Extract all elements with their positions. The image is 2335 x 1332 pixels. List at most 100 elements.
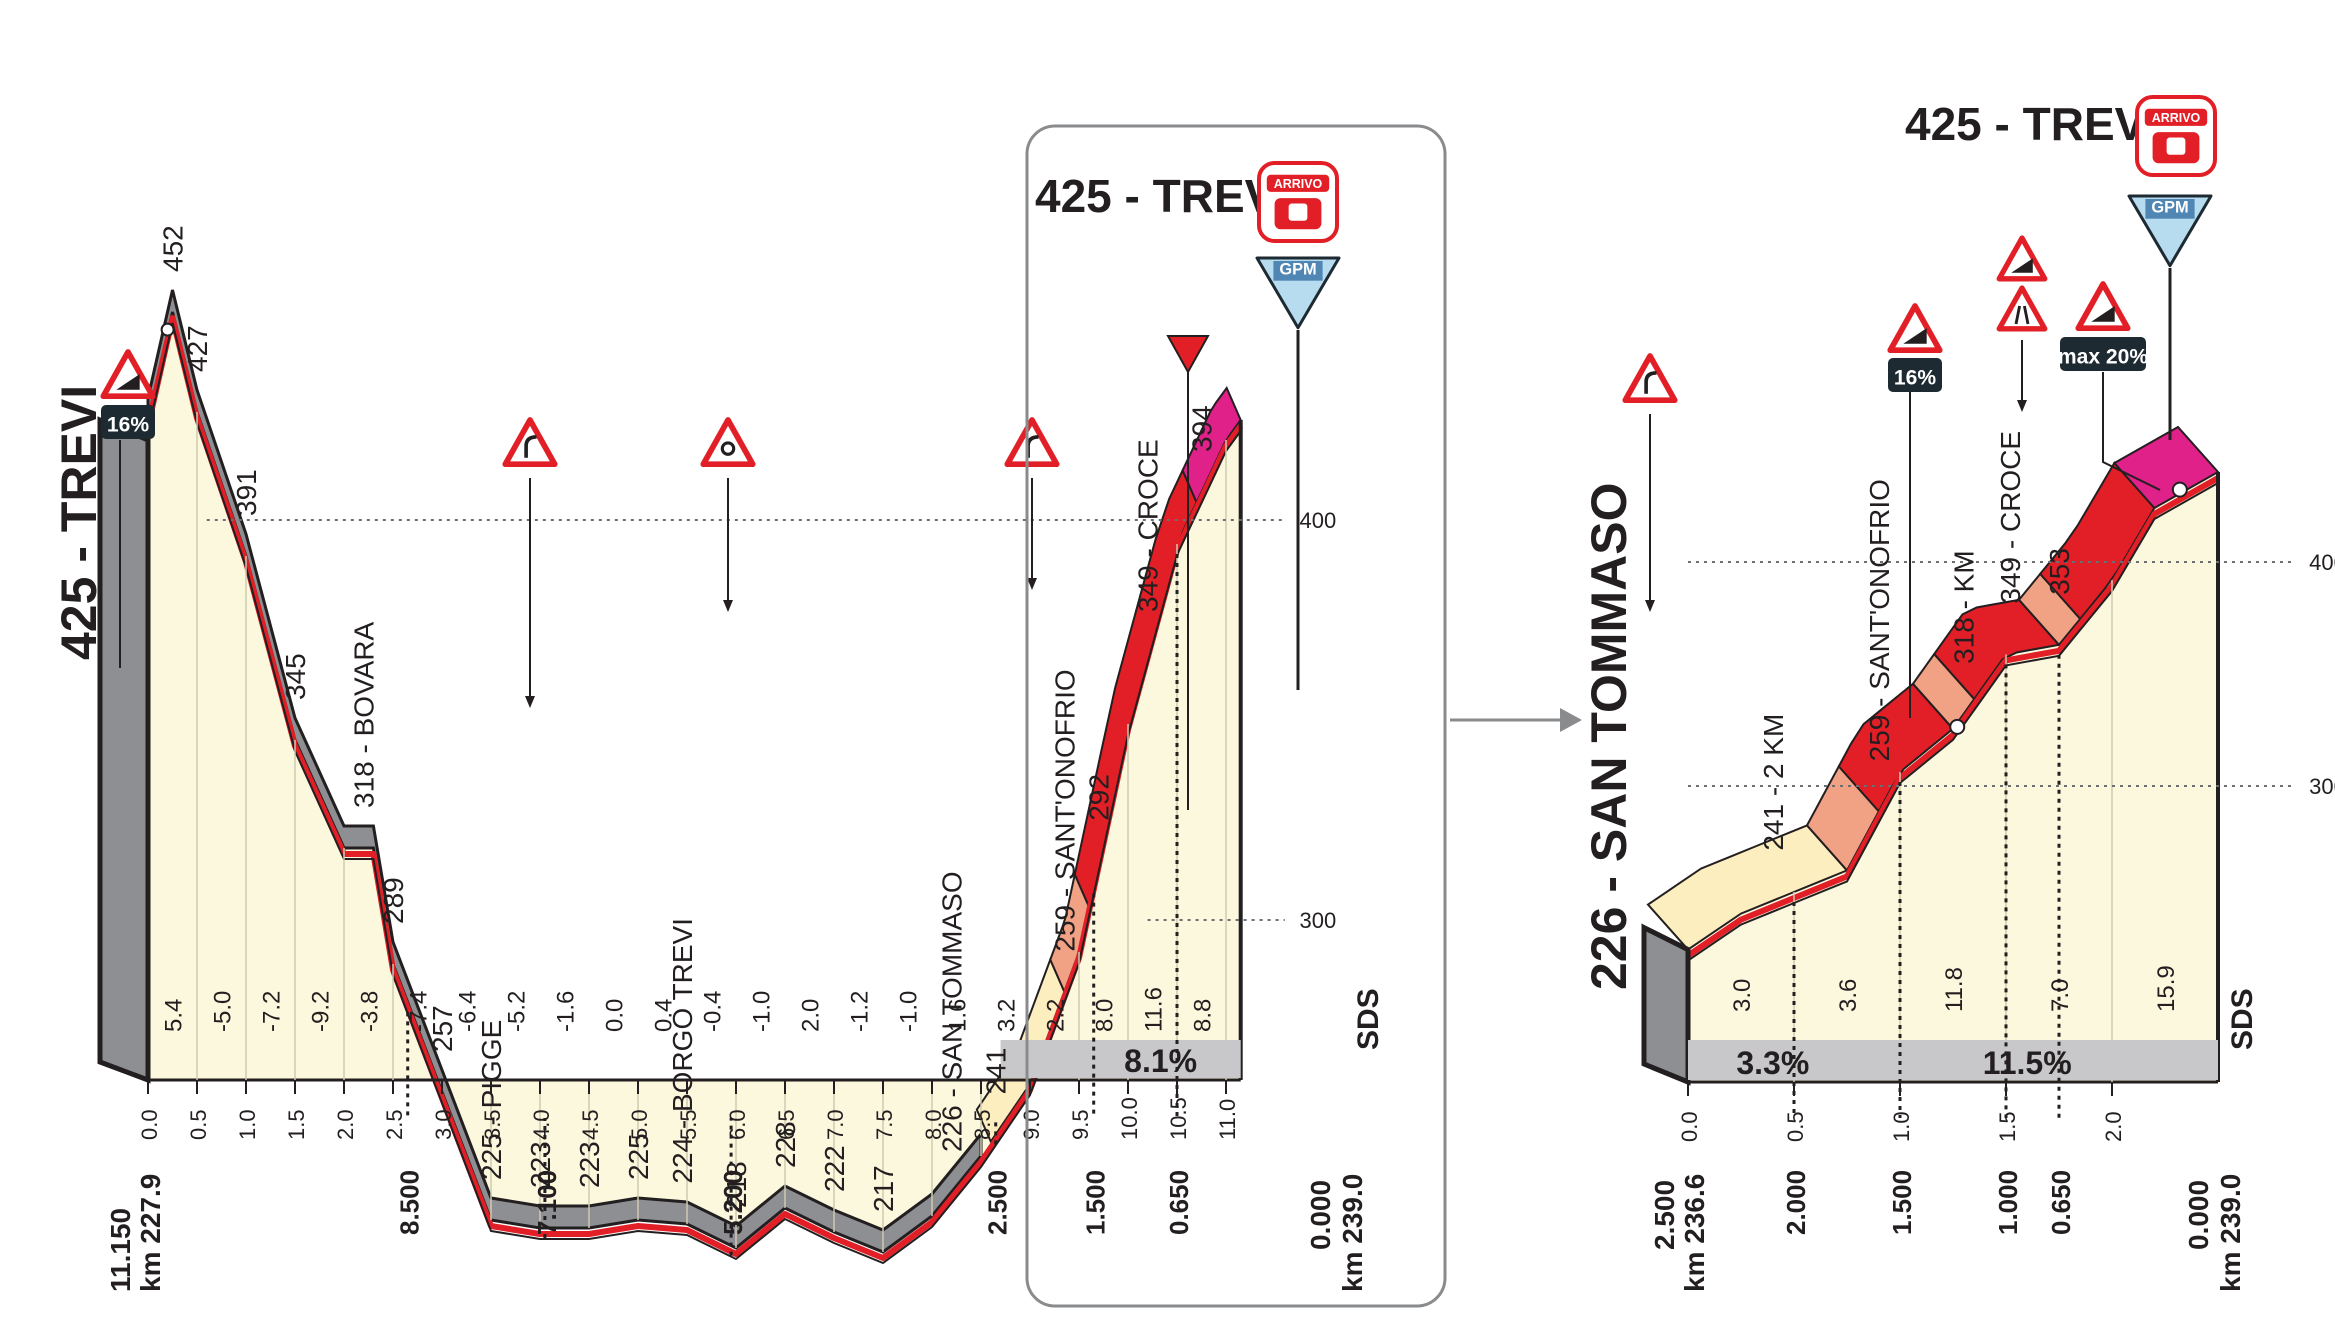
left-profile-start-wall — [97, 416, 151, 1084]
left-point-label-2: 391 — [231, 469, 262, 516]
right-sign-curve — [1622, 353, 1678, 404]
left-point-label-11: 224 - BORGO TREVI — [667, 918, 698, 1184]
left-gpm-badge: GPM — [1255, 256, 1341, 330]
left-sign-pigge-glyph — [524, 435, 537, 458]
left-gradient-3: -9.2 — [308, 991, 335, 1032]
left-sign-sant-tommaso — [1004, 417, 1060, 468]
left-summit-label: 425 - TREVI — [1035, 170, 1288, 222]
left-arrow-pigge — [525, 478, 535, 708]
left-climb-avg-bar — [1000, 1040, 1241, 1078]
left-gradient-12: -1.0 — [749, 991, 776, 1032]
left-sign-descent-triangle — [100, 349, 156, 400]
left-point-label-17: 241 — [981, 1048, 1012, 1095]
right-alt-400: 400 — [2309, 550, 2335, 575]
right-sign-curve-triangle — [1622, 353, 1678, 404]
right-start-title: 226 - SAN TOMMASO — [1581, 483, 1637, 991]
right-sign-max-triangle — [2075, 281, 2131, 332]
right-tick-label-0: 0.0 — [1677, 1111, 1702, 1142]
left-arrivo-badge-label: ARRIVO — [1274, 177, 1323, 191]
left-sign-borgo — [700, 417, 756, 468]
left-arrivo-badge-banner — [1266, 174, 1330, 192]
left-arrow-sant-tommaso-head — [1027, 578, 1037, 590]
right-sign-croce-steep — [1996, 235, 2048, 282]
right-point-label-1: 259 - SANT'ONOFRIO — [1864, 479, 1895, 761]
left-tick-label-19: 9.5 — [1068, 1109, 1093, 1140]
right-arrivo-badge-icon-inner — [2166, 137, 2186, 155]
right-sign-croce-narrow-glyph — [2014, 305, 2030, 325]
left-point-label-18: 259 - SANT'ONOFRIO — [1049, 669, 1080, 951]
left-alt-400: 400 — [1300, 508, 1337, 533]
left-rem-label-2: 5.200 — [718, 1170, 748, 1235]
left-start-km: km 227.9 — [135, 1174, 166, 1292]
right-tick-label-4: 2.0 — [2101, 1111, 2126, 1142]
right-start-remaining: 2.500 — [1649, 1180, 1680, 1250]
left-end-remaining: 0.000 — [1305, 1180, 1336, 1250]
left-point-label-1: 427 — [182, 325, 213, 372]
left-gradient-4: -3.8 — [357, 991, 384, 1032]
left-point-label-16: 226 - SAN TOMMASO — [937, 871, 968, 1152]
left-point-label-3: 345 — [280, 653, 311, 700]
right-sign-curve-glyph — [1644, 371, 1657, 394]
right-summit-marker — [2171, 481, 2188, 498]
right-sign-croce-narrow — [1996, 285, 2048, 332]
right-badge-16: 16% — [1888, 358, 1942, 392]
left-rem-label-3: 2.500 — [983, 1170, 1013, 1235]
left-arrow-borgo-head — [723, 600, 733, 612]
left-tick-label-14: 7.0 — [823, 1109, 848, 1140]
left-tick-label-12: 6.0 — [725, 1109, 750, 1140]
left-gradient-21: 8.8 — [1190, 999, 1217, 1032]
left-rem-label-1: 7.100 — [532, 1170, 562, 1235]
right-arrow-curve — [1645, 414, 1655, 612]
left-sign-borgo-glyph — [720, 441, 736, 456]
left-gradient-0: 5.4 — [161, 999, 188, 1032]
right-tick-label-1: 0.5 — [1783, 1111, 1808, 1142]
left-rem-label-4: 1.500 — [1081, 1170, 1111, 1235]
left-tick-label-5: 2.5 — [382, 1109, 407, 1140]
right-point-label-3: 349 - CROCE — [1995, 431, 2026, 604]
left-arrivo-badge: ARRIVO — [1257, 161, 1339, 243]
left-alt-300: 300 — [1300, 908, 1337, 933]
left-gradient-7: -5.2 — [504, 991, 531, 1032]
left-point-label-9: 223 — [574, 1141, 605, 1188]
left-sign-sant-tommaso-triangle — [1004, 417, 1060, 468]
left-gradient-15: -1.0 — [896, 991, 923, 1032]
left-gradient-5: -7.4 — [406, 991, 433, 1032]
right-summit-label: 425 - TREVI — [1905, 98, 2158, 150]
right-gradient-0: 3.0 — [1729, 979, 1756, 1012]
left-rem-label-0: 8.500 — [395, 1170, 425, 1235]
left-gradient-20: 11.6 — [1141, 987, 1168, 1032]
right-gradient-2: 11.8 — [1941, 967, 1968, 1012]
left-last-km-flag — [1166, 335, 1210, 375]
left-zoom-box — [1025, 124, 1447, 1308]
right-sign-steep-glyph — [1903, 328, 1927, 344]
right-arrivo-badge-label: ARRIVO — [2152, 111, 2201, 125]
left-tick-label-13: 6.5 — [774, 1109, 799, 1140]
left-gpm-badge-label: GPM — [1279, 260, 1316, 278]
right-profile-line — [1686, 475, 2220, 959]
right-badge-max-bg — [2060, 337, 2146, 371]
left-point-label-12: 218 — [721, 1161, 752, 1208]
left-tick-label-20: 10.0 — [1117, 1097, 1142, 1140]
left-profile-line — [145, 315, 1244, 1261]
left-gradient-9: 0.0 — [602, 999, 629, 1032]
left-tick-label-15: 7.5 — [872, 1109, 897, 1140]
right-sign-steep-triangle — [1887, 303, 1943, 354]
left-arrow-pigge-head — [525, 696, 535, 708]
left-tick-label-6: 3.0 — [431, 1109, 456, 1140]
left-point-label-5: 289 — [378, 877, 409, 924]
right-badge-16-text: 16% — [1894, 367, 1936, 390]
left-gradient-6: -6.4 — [455, 991, 482, 1032]
left-point-label-21: 394 — [1187, 405, 1218, 452]
right-badge-16-bg — [1888, 358, 1942, 392]
left-point-label-20: 349 - CROCE — [1133, 439, 1164, 612]
left-arrow-sant-tommaso — [1027, 478, 1037, 590]
right-sign-max — [2075, 281, 2131, 332]
left-gradient-19: 8.0 — [1092, 999, 1119, 1032]
left-profile-outline — [147, 322, 1242, 1265]
left-gradient-13: 2.0 — [798, 999, 825, 1032]
right-arrivo-badge: ARRIVO — [2135, 95, 2217, 177]
right-profile-start-wall — [1641, 923, 1691, 1086]
right-alt-300: 300 — [2309, 774, 2335, 799]
left-point-label-15: 217 — [868, 1165, 899, 1212]
